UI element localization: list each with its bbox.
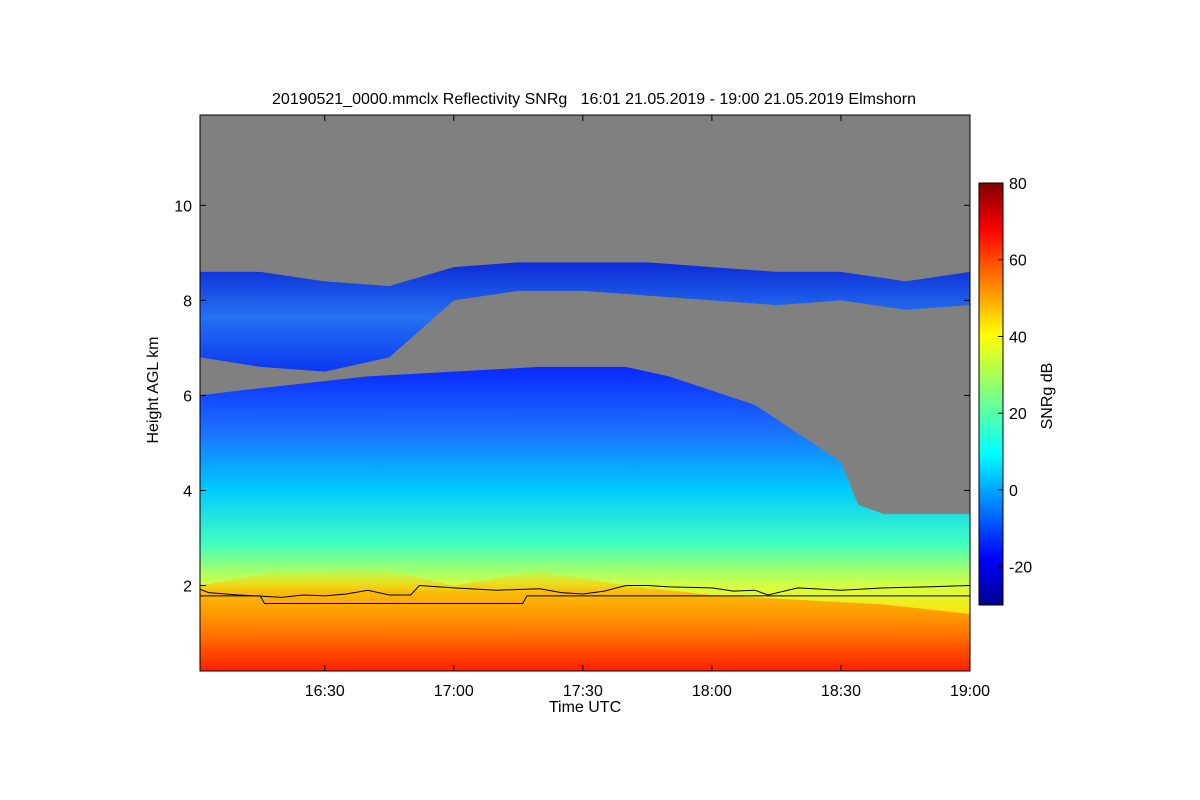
plot-frame <box>199 114 971 672</box>
x-tick-label: 17:30 <box>563 683 603 700</box>
colorbar-tick-label: 0 <box>1009 483 1018 500</box>
y-tick-label: 4 <box>183 483 192 500</box>
colorbar-tick-label: -20 <box>1009 560 1032 577</box>
colorbar-tick-label: 20 <box>1009 406 1027 423</box>
x-tick-label: 19:00 <box>950 683 990 700</box>
y-tick-label: 10 <box>174 198 192 215</box>
x-axis-label: Time UTC <box>549 699 621 716</box>
x-tick-label: 18:00 <box>692 683 732 700</box>
x-tick-label: 17:00 <box>434 683 474 700</box>
colorbar-tick-label: 80 <box>1009 176 1027 193</box>
boundary-line-2 <box>200 595 970 605</box>
high-snr-layer <box>200 566 970 671</box>
x-tick-label: 16:30 <box>305 683 345 700</box>
y-axis-label: Height AGL km <box>145 336 162 443</box>
colorbar-tick-label: 60 <box>1009 253 1027 270</box>
colorbar-label: SNRg dB <box>1039 363 1056 430</box>
x-tick-label: 18:30 <box>821 683 861 700</box>
chart-title: 20190521_0000.mmclx Reflectivity SNRg 16… <box>272 91 916 108</box>
upper-cloud-layer <box>200 262 970 372</box>
colorbar <box>978 182 1004 606</box>
colorbar-tick-label: 40 <box>1009 329 1027 346</box>
y-tick-label: 2 <box>183 578 192 595</box>
y-tick-label: 8 <box>183 293 192 310</box>
boundary-line-1 <box>200 584 970 598</box>
y-tick-label: 6 <box>183 388 192 405</box>
